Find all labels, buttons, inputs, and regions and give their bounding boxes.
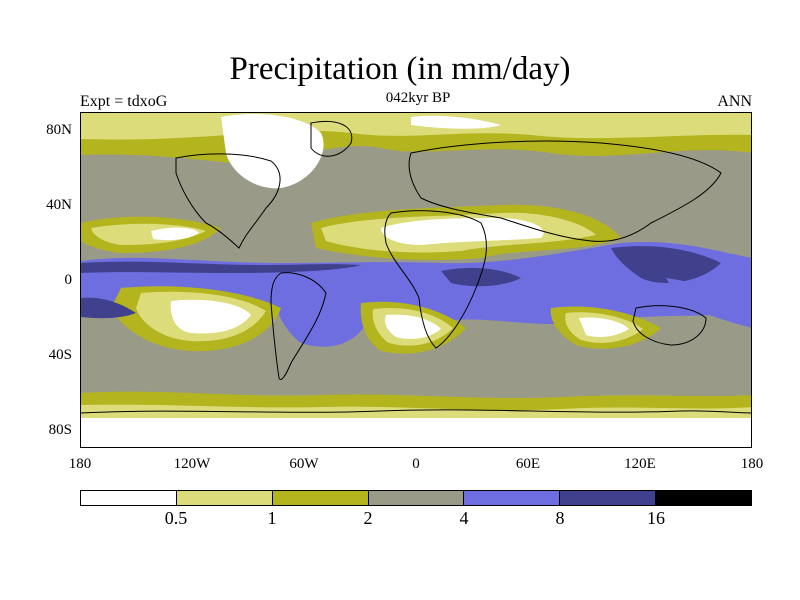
coastline-antarctica: [81, 409, 751, 414]
legend-swatch: [81, 491, 177, 505]
precip-band-lt-0.5: [381, 218, 544, 245]
precip-band-8-16: [81, 261, 361, 273]
precip-band-lt-0.5: [151, 227, 199, 241]
legend-label: 16: [647, 508, 665, 528]
coastlines: [81, 120, 751, 414]
lon-tick-120w: 120W: [173, 456, 211, 472]
lon-tick-60w: 60W: [289, 456, 319, 472]
legend-swatch: [560, 491, 657, 505]
lon-tick-180w: 180: [68, 456, 92, 472]
precip-band-8-16: [611, 246, 721, 283]
lat-tick-0: 0: [64, 272, 73, 288]
lon-tick-180e: 180: [740, 456, 764, 472]
lon-tick-120e: 120E: [624, 456, 656, 472]
lat-tick-40s: 40S: [48, 347, 72, 363]
coastline-greenland: [310, 120, 353, 157]
precip-band-4-8: [666, 278, 751, 328]
lat-tick-80n: 80N: [46, 122, 72, 138]
precip-band-lt-0.5: [411, 115, 501, 129]
coastline-south-america: [270, 272, 327, 380]
map-canvas: [81, 113, 751, 447]
lat-tick-40n: 40N: [46, 197, 72, 213]
precip-band-4-8: [81, 297, 136, 319]
coastline-eurasia: [408, 140, 722, 242]
lon-tick-0: 0: [412, 456, 420, 472]
precip-band-lt-0.5: [579, 317, 629, 337]
coastline-north-america: [175, 153, 281, 249]
precip-band-lt-0.5: [81, 418, 751, 447]
season-label: ANN: [717, 93, 752, 110]
legend-swatch: [272, 491, 369, 505]
legend-swatch: [464, 491, 561, 505]
legend-swatch: [176, 491, 273, 505]
legend-label: 8: [555, 508, 565, 528]
legend-label: 1: [267, 508, 277, 528]
legend-label: 0.5: [164, 508, 188, 528]
legend-label: 2: [363, 508, 373, 528]
lon-tick-60e: 60E: [515, 456, 541, 472]
legend-swatch: [656, 491, 752, 505]
color-legend: [80, 490, 752, 506]
coastline-africa: [384, 210, 487, 349]
experiment-label: Expt = tdxoG: [80, 93, 168, 110]
precipitation-map: [80, 112, 752, 448]
coastline-australia: [632, 305, 707, 346]
legend-label: 4: [459, 508, 469, 528]
plot-title: Precipitation (in mm/day): [229, 51, 571, 87]
plot-subtitle: 042kyr BP: [385, 90, 451, 106]
precip-band-lt-0.5: [170, 299, 251, 334]
legend-swatch: [368, 491, 465, 505]
precip-band-lt-0.5: [221, 114, 324, 189]
lat-tick-80s: 80S: [48, 422, 72, 438]
precip-band-8-16: [441, 267, 521, 287]
